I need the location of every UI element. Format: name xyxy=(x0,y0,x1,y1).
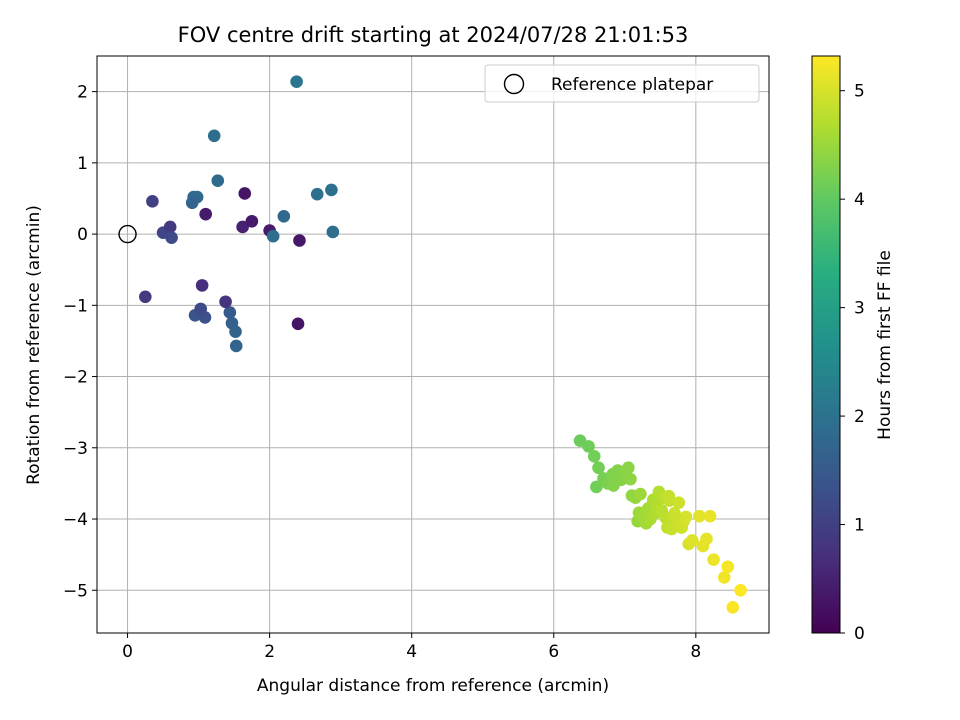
data-point xyxy=(199,207,212,221)
colorbar: 0 1 2 3 4 5 Hours from first FF file xyxy=(811,55,895,644)
data-point xyxy=(310,187,324,201)
x-tick-label: 2 xyxy=(264,642,275,662)
data-point xyxy=(672,496,686,509)
data-point xyxy=(693,509,706,523)
data-point xyxy=(225,316,239,330)
data-point xyxy=(587,450,601,463)
data-point xyxy=(717,571,731,584)
data-point xyxy=(163,220,177,234)
data-point xyxy=(185,196,199,210)
data-point xyxy=(721,560,735,574)
plot-frame xyxy=(96,55,770,634)
chart-title: FOV centre drift starting at 2024/07/28 … xyxy=(178,23,689,47)
data-point xyxy=(229,339,243,353)
data-point xyxy=(662,489,676,503)
reference-platepar-marker xyxy=(118,224,137,244)
data-point xyxy=(207,129,221,143)
data-point xyxy=(592,461,605,475)
data-point xyxy=(607,479,620,492)
data-point xyxy=(277,209,291,223)
x-tick-label: 6 xyxy=(548,642,559,662)
data-point xyxy=(700,532,713,546)
data-point xyxy=(707,553,720,566)
data-point xyxy=(238,187,252,200)
reference-marker-layer xyxy=(118,224,137,244)
legend: Reference platepar xyxy=(484,64,760,103)
data-point xyxy=(165,231,178,244)
data-point xyxy=(211,174,225,187)
data-point xyxy=(236,220,249,234)
colorbar-tick-label: 2 xyxy=(854,407,865,427)
colorbar-ticks: 0 1 2 3 4 5 xyxy=(840,82,865,644)
y-axis-label: Rotation from reference (arcmin) xyxy=(24,205,44,485)
data-point xyxy=(685,534,699,547)
y-tick-label: −2 xyxy=(63,368,88,388)
y-tick-label: −4 xyxy=(63,510,88,530)
colorbar-label: Hours from first FF file xyxy=(875,250,895,440)
data-point xyxy=(326,225,340,239)
data-point xyxy=(325,183,338,197)
data-point xyxy=(634,487,647,501)
legend-label-reference: Reference platepar xyxy=(551,75,713,95)
x-axis-ticks: 0 2 4 6 8 xyxy=(122,633,701,662)
data-point xyxy=(291,317,305,331)
data-point xyxy=(223,306,237,319)
y-tick-label: 1 xyxy=(77,154,88,174)
colorbar-tick-label: 4 xyxy=(854,190,865,210)
gridlines xyxy=(97,56,769,633)
data-point xyxy=(679,510,693,524)
y-tick-label: −1 xyxy=(63,296,88,316)
y-axis-ticks: −5 −4 −3 −2 −1 0 1 2 xyxy=(63,83,97,601)
data-point xyxy=(195,279,209,292)
y-tick-label: 0 xyxy=(77,225,88,245)
data-point xyxy=(734,583,747,597)
data-point xyxy=(726,601,740,614)
x-axis-label: Angular distance from reference (arcmin) xyxy=(257,676,609,696)
y-tick-label: −5 xyxy=(63,581,88,601)
data-point xyxy=(266,229,280,243)
data-point xyxy=(293,234,306,247)
data-point xyxy=(194,302,208,316)
x-tick-label: 8 xyxy=(690,642,701,662)
data-point xyxy=(245,214,259,228)
legend-reference-marker xyxy=(503,73,525,95)
x-tick-label: 0 xyxy=(122,642,133,662)
colorbar-gradient xyxy=(811,55,841,634)
colorbar-tick-label: 3 xyxy=(854,299,865,319)
data-point xyxy=(582,440,595,453)
data-point xyxy=(590,480,603,494)
y-tick-label: −3 xyxy=(63,439,88,459)
data-point xyxy=(624,472,637,486)
data-point xyxy=(703,509,717,523)
x-tick-label: 4 xyxy=(406,642,417,662)
colorbar-tick-label: 0 xyxy=(854,624,865,644)
colorbar-tick-label: 1 xyxy=(854,516,865,536)
data-point xyxy=(622,461,635,475)
data-point xyxy=(219,295,232,309)
data-points xyxy=(139,75,747,614)
y-tick-label: 2 xyxy=(77,83,88,103)
data-point xyxy=(146,195,159,208)
legend-box xyxy=(484,64,760,103)
data-point xyxy=(290,75,303,88)
colorbar-tick-label: 5 xyxy=(854,82,865,102)
data-point xyxy=(668,509,681,522)
data-point xyxy=(139,290,152,304)
